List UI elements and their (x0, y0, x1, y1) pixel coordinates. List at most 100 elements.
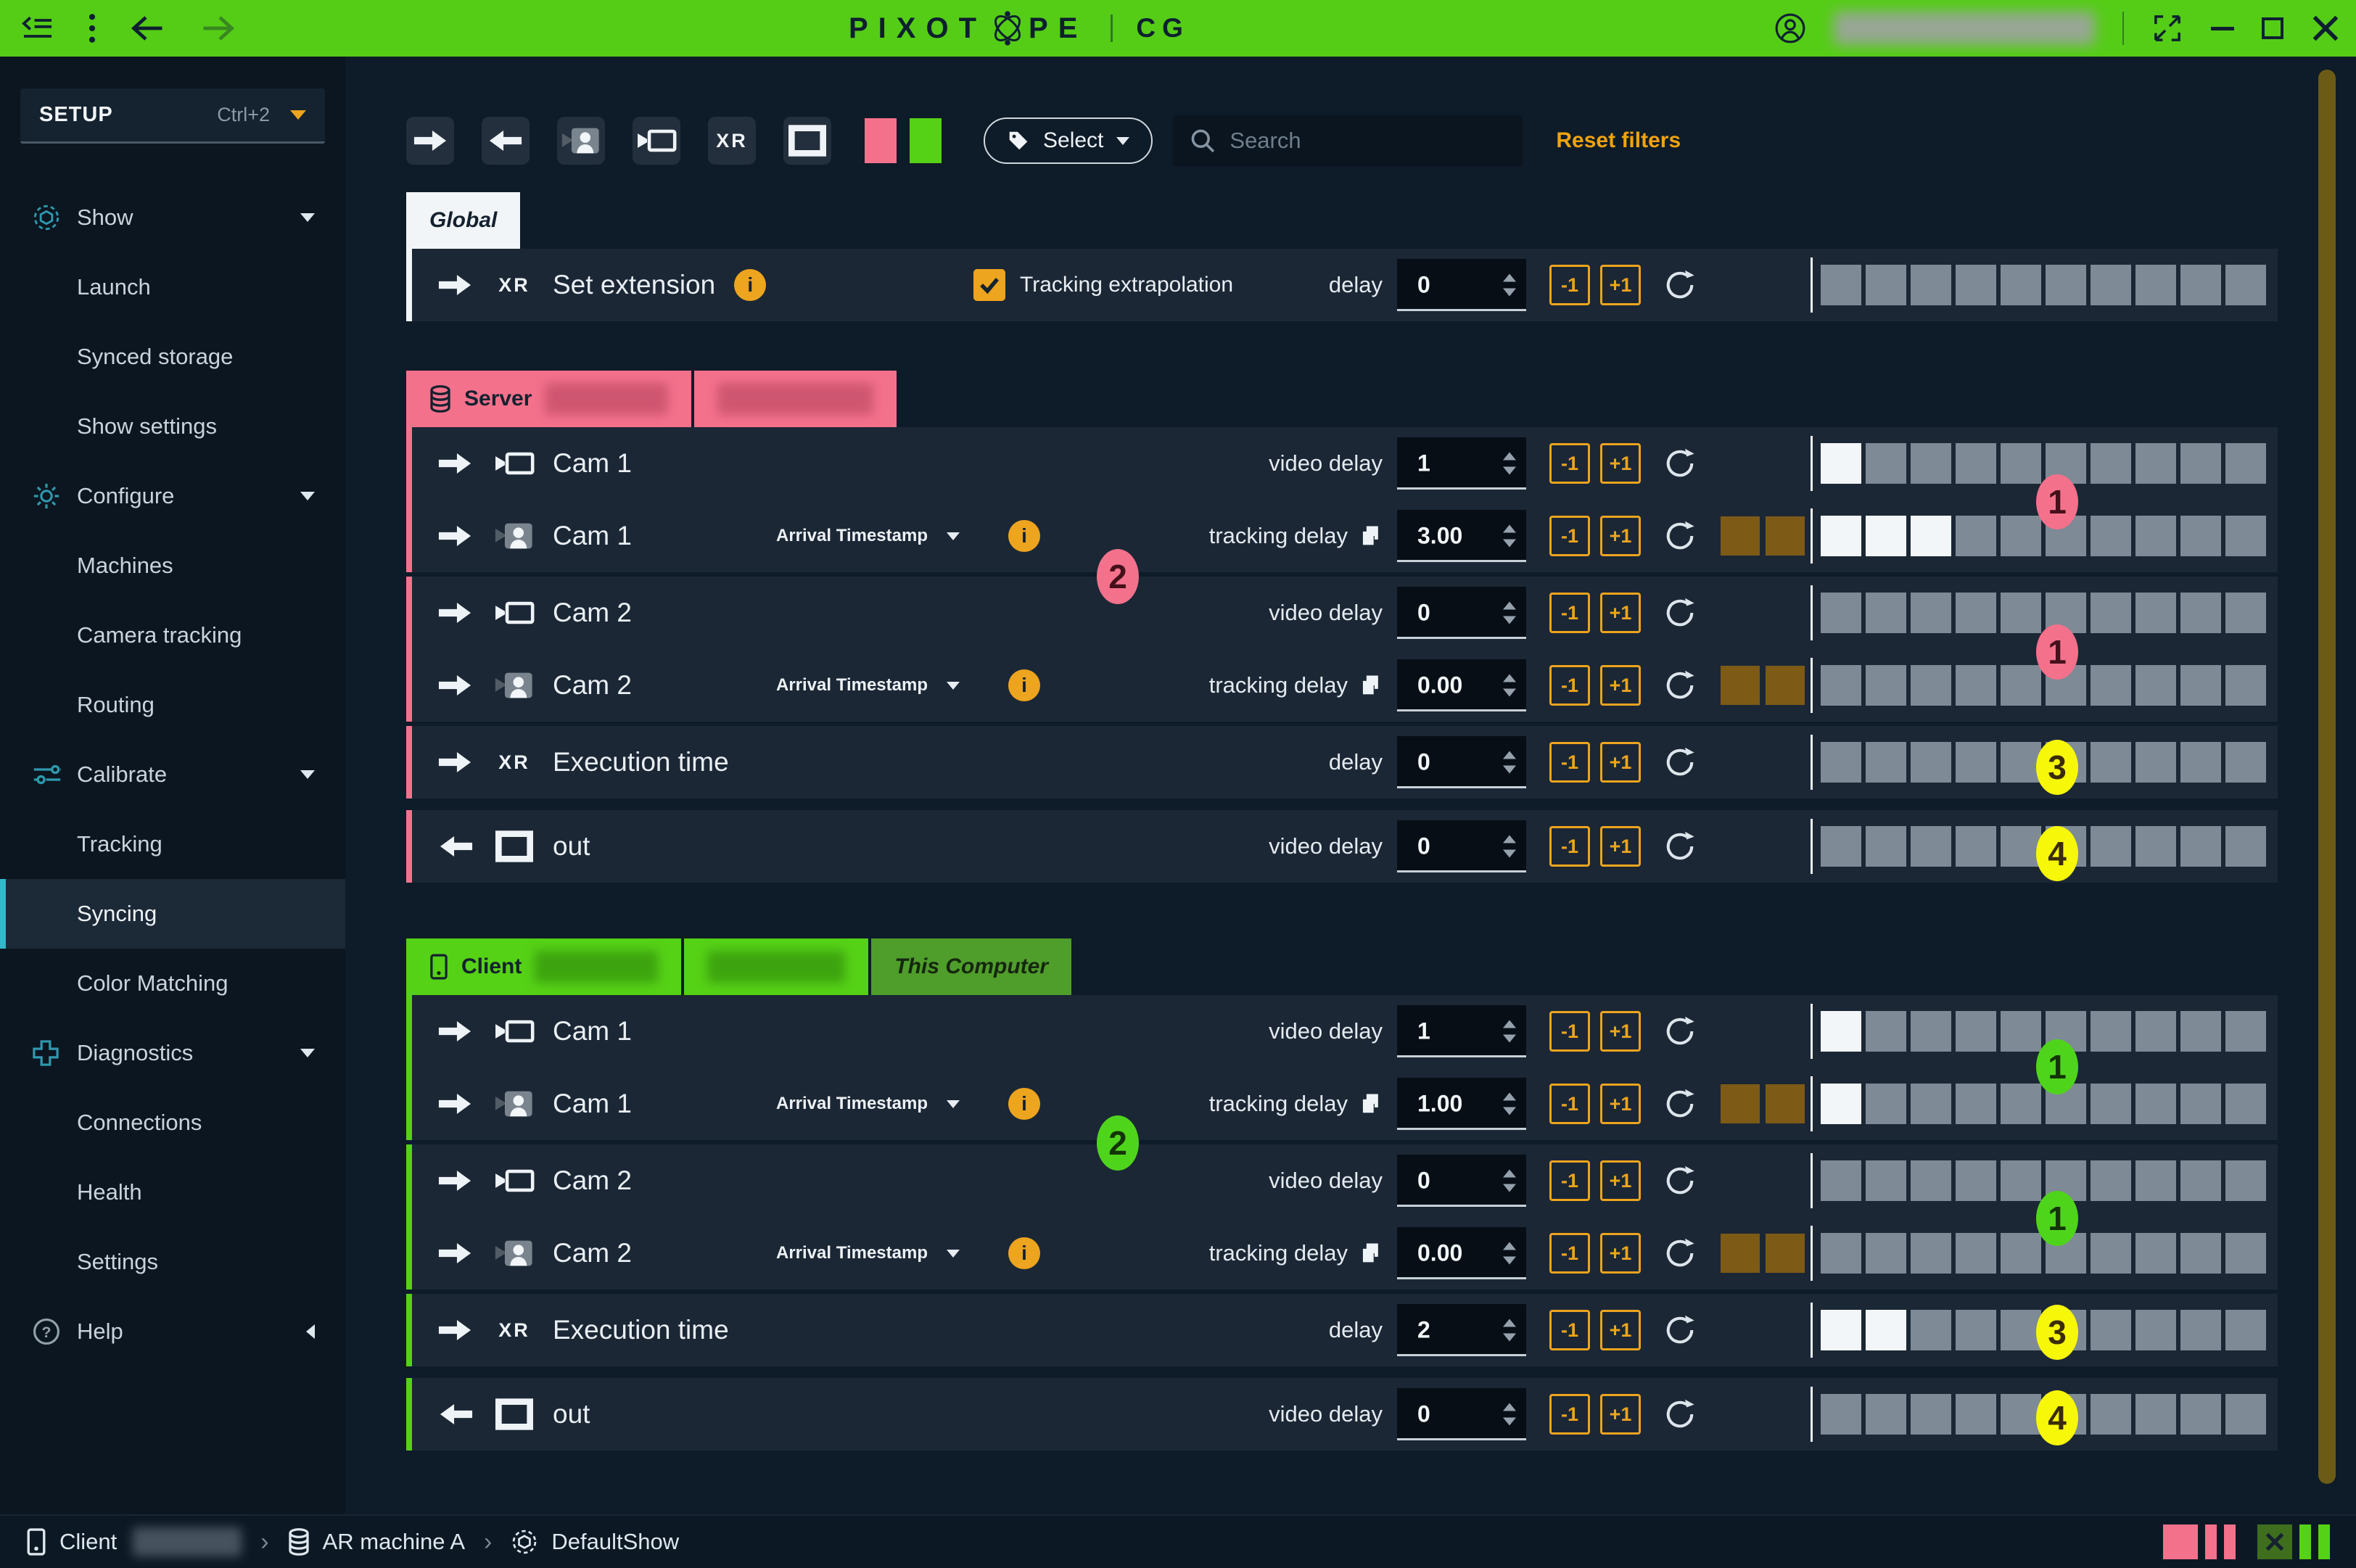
spinner-arrows[interactable] (1503, 1092, 1516, 1115)
minus-one-button[interactable]: -1 (1549, 1394, 1590, 1435)
minus-one-button[interactable]: -1 (1549, 265, 1590, 305)
spinner-arrows[interactable] (1503, 835, 1516, 858)
minus-one-button[interactable]: -1 (1549, 443, 1590, 484)
delay-input[interactable]: 2 (1397, 1304, 1526, 1356)
plus-one-button[interactable]: +1 (1600, 1310, 1641, 1350)
reset-delay-icon[interactable] (1664, 447, 1696, 479)
fullscreen-icon[interactable] (2151, 12, 2183, 44)
tab-client-redacted[interactable] (684, 938, 869, 995)
spinner-arrows[interactable] (1503, 524, 1516, 548)
filter-tracking-camera-button[interactable] (557, 117, 605, 165)
tab-client[interactable]: Client (406, 938, 682, 995)
breadcrumb-machine[interactable]: AR machine A (288, 1527, 465, 1556)
plus-one-button[interactable]: +1 (1600, 742, 1641, 783)
spinner-arrows[interactable] (1503, 674, 1516, 697)
forward-arrow-icon[interactable] (200, 13, 235, 44)
filter-output-button[interactable] (783, 117, 831, 165)
setup-selector[interactable]: SETUP Ctrl+2 (20, 88, 325, 144)
select-dropdown[interactable]: Select (984, 117, 1153, 164)
delay-input[interactable]: 0 (1397, 736, 1526, 788)
reset-delay-icon[interactable] (1664, 746, 1696, 778)
tab-server[interactable]: Server (406, 371, 692, 427)
plus-one-button[interactable]: +1 (1600, 443, 1641, 484)
info-icon[interactable]: i (1008, 669, 1040, 701)
kebab-menu-icon[interactable] (88, 12, 96, 44)
spinner-arrows[interactable] (1503, 273, 1516, 297)
spinner-arrows[interactable] (1503, 1319, 1516, 1342)
reset-delay-icon[interactable] (1664, 1015, 1696, 1047)
user-account-icon[interactable] (1774, 12, 1806, 44)
breadcrumb-show[interactable]: DefaultShow (511, 1528, 679, 1556)
minus-one-button[interactable]: -1 (1549, 1084, 1590, 1124)
sidebar-item-synced-storage[interactable]: Synced storage (0, 322, 345, 392)
filter-arrow-left-button[interactable] (482, 117, 530, 165)
tracking-extrapolation-checkbox[interactable] (973, 269, 1005, 301)
plus-one-button[interactable]: +1 (1600, 265, 1641, 305)
sidebar-item-machines[interactable]: Machines (0, 531, 345, 601)
maximize-icon[interactable] (2262, 17, 2283, 39)
reset-delay-icon[interactable] (1664, 1237, 1696, 1269)
plus-one-button[interactable]: +1 (1600, 1011, 1641, 1052)
filter-arrow-right-button[interactable] (406, 117, 454, 165)
sidebar-item-color-matching[interactable]: Color Matching (0, 949, 345, 1018)
sidebar-item-syncing[interactable]: Syncing (0, 879, 345, 949)
reset-delay-icon[interactable] (1664, 830, 1696, 862)
client-status-indicator[interactable] (2257, 1524, 2292, 1559)
delay-input[interactable]: 1 (1397, 437, 1526, 490)
sidebar-item-show[interactable]: Show (0, 183, 345, 252)
plus-one-button[interactable]: +1 (1600, 516, 1641, 556)
reset-delay-icon[interactable] (1664, 597, 1696, 629)
copy-icon[interactable] (1359, 1092, 1383, 1115)
info-icon[interactable]: i (734, 269, 767, 301)
delay-input[interactable]: 1.00 (1397, 1078, 1526, 1130)
plus-one-button[interactable]: +1 (1600, 826, 1641, 867)
timestamp-dropdown[interactable]: Arrival Timestamp (776, 1243, 960, 1263)
info-icon[interactable]: i (1008, 1237, 1040, 1269)
filter-green-swatch[interactable] (910, 118, 942, 163)
timestamp-dropdown[interactable]: Arrival Timestamp (776, 1094, 960, 1114)
minus-one-button[interactable]: -1 (1549, 742, 1590, 783)
filter-video-camera-button[interactable] (633, 117, 680, 165)
filter-xr-button[interactable]: XR (708, 117, 756, 165)
plus-one-button[interactable]: +1 (1600, 1084, 1641, 1124)
plus-one-button[interactable]: +1 (1600, 1394, 1641, 1435)
sidebar-item-routing[interactable]: Routing (0, 670, 345, 740)
collapse-sidebar-icon[interactable] (22, 13, 54, 44)
spinner-arrows[interactable] (1503, 452, 1516, 475)
minus-one-button[interactable]: -1 (1549, 1011, 1590, 1052)
breadcrumb-client[interactable]: Client (26, 1527, 242, 1556)
delay-input[interactable]: 0 (1397, 259, 1526, 311)
back-arrow-icon[interactable] (131, 13, 165, 44)
info-icon[interactable]: i (1008, 520, 1040, 552)
minus-one-button[interactable]: -1 (1549, 516, 1590, 556)
delay-input[interactable]: 0 (1397, 1155, 1526, 1207)
minus-one-button[interactable]: -1 (1549, 593, 1590, 633)
timestamp-dropdown[interactable]: Arrival Timestamp (776, 526, 960, 546)
sidebar-item-health[interactable]: Health (0, 1158, 345, 1227)
minus-one-button[interactable]: -1 (1549, 1160, 1590, 1201)
tab-server-redacted[interactable] (694, 371, 897, 427)
spinner-arrows[interactable] (1503, 1169, 1516, 1192)
delay-input[interactable]: 1 (1397, 1005, 1526, 1057)
spinner-arrows[interactable] (1503, 751, 1516, 774)
plus-one-button[interactable]: +1 (1600, 1160, 1641, 1201)
minus-one-button[interactable]: -1 (1549, 1310, 1590, 1350)
spinner-arrows[interactable] (1503, 1020, 1516, 1043)
sidebar-item-help[interactable]: ? Help (0, 1297, 345, 1366)
tab-this-computer[interactable]: This Computer (871, 938, 1072, 995)
minus-one-button[interactable]: -1 (1549, 1233, 1590, 1274)
spinner-arrows[interactable] (1503, 1403, 1516, 1426)
sidebar-item-tracking[interactable]: Tracking (0, 809, 345, 879)
reset-delay-icon[interactable] (1664, 1165, 1696, 1197)
delay-input[interactable]: 3.00 (1397, 510, 1526, 562)
delay-input[interactable]: 0.00 (1397, 659, 1526, 711)
reset-delay-icon[interactable] (1664, 1398, 1696, 1430)
minimize-icon[interactable] (2211, 26, 2234, 30)
copy-icon[interactable] (1359, 1242, 1383, 1265)
reset-delay-icon[interactable] (1664, 520, 1696, 552)
delay-input[interactable]: 0 (1397, 1388, 1526, 1440)
plus-one-button[interactable]: +1 (1600, 1233, 1641, 1274)
sidebar-item-show-settings[interactable]: Show settings (0, 392, 345, 461)
reset-delay-icon[interactable] (1664, 669, 1696, 701)
sidebar-item-calibrate[interactable]: Calibrate (0, 740, 345, 809)
